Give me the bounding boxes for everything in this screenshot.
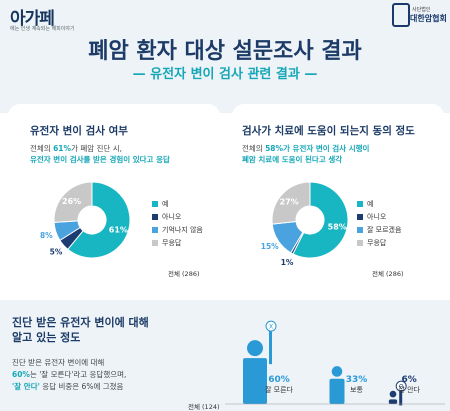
legend-label: 무응답 <box>367 238 387 247</box>
legend-swatch <box>152 200 158 207</box>
person-category-label: 잘 모른다 <box>265 385 294 394</box>
panel-2-desc-pre: 전체의 <box>242 144 266 153</box>
person-category-label: 잘 안다 <box>398 385 420 394</box>
pie-label-3: 27% <box>280 197 299 206</box>
pie-label-2: 8% <box>40 231 53 240</box>
legend-label: 기억나지 않음 <box>162 225 203 234</box>
person-figure-0: X <box>243 320 277 404</box>
pie-slice-3 <box>271 181 311 225</box>
panel-1-total: 전체 (286) <box>168 270 200 278</box>
legend-item: 아니오 <box>152 210 203 223</box>
pie-label-0: 61% <box>109 225 128 234</box>
legend-item: 무응답 <box>152 236 203 249</box>
page-title: 폐암 환자 대상 설문조사 결과 <box>88 39 362 64</box>
pie-label-0: 58% <box>328 222 347 231</box>
legend-swatch <box>152 226 158 233</box>
bottom-desc: 진단 받은 유전자 변이에 대해 60%는 '잘 모른다'라고 응답했으며, '… <box>12 357 126 393</box>
panel-2-desc-mid: 가 유전자 변이 검사 시행이 <box>283 144 370 153</box>
panel-2-desc-line2: 폐암 치료에 도움이 된다고 생각 <box>242 155 343 164</box>
person-category-label: 보통 <box>350 386 363 394</box>
person-bar <box>243 358 267 404</box>
legend-item: 예 <box>152 197 203 210</box>
panel-2-desc: 전체의 58%가 유전자 변이 검사 시행이 폐암 치료에 도움이 된다고 생각 <box>242 143 442 165</box>
panel-1-title: 유전자 변이 검사 여부 <box>30 125 128 137</box>
association-name: 대한암협회 <box>410 14 447 23</box>
person-bar <box>329 378 345 404</box>
panel-2-total: 전체 (286) <box>372 270 404 278</box>
panel-1-desc-pct: 61% <box>53 144 72 153</box>
pie-slice-0 <box>292 181 349 259</box>
legend-swatch <box>357 213 363 220</box>
legend-item: 아니오 <box>357 210 401 223</box>
bottom-desc-line2: 는 '잘 모른다'라고 응답했으며, <box>29 370 127 379</box>
panel-2-desc-pct: 58% <box>265 144 284 153</box>
legend-swatch <box>357 200 363 207</box>
person-figure-2: O <box>388 380 407 406</box>
bottom-desc-pct: 60% <box>12 370 30 379</box>
legend-item: 기억나지 않음 <box>152 223 203 236</box>
legend-item: 잘 모르겠음 <box>357 223 401 236</box>
legend-label: 무응답 <box>162 238 182 247</box>
legend-label: 아니오 <box>162 212 182 221</box>
bottom-band <box>0 300 450 411</box>
pie-chart-treatment-helpful: 58% 1%15% 27% <box>261 181 349 267</box>
association-type: 사단법인 <box>412 7 431 13</box>
people-bar-chart: X 60%잘 모른다 33%보통 O6%잘 안다 <box>225 320 445 406</box>
person-pct-label: 6% <box>402 375 417 385</box>
legend-swatch <box>152 239 158 246</box>
legend-item: 예 <box>357 197 401 210</box>
header-band <box>0 0 450 113</box>
person-figure-1 <box>329 366 345 404</box>
panel-1-desc-mid: 가 폐암 진단 시, <box>71 144 122 153</box>
legend-label: 예 <box>367 199 374 208</box>
bottom-title-line1: 진단 받은 유전자 변이에 대해 <box>12 316 149 329</box>
bottom-title: 진단 받은 유전자 변이에 대해 알고 있는 정도 <box>12 315 149 345</box>
person-bar <box>388 399 398 404</box>
bottom-desc-line1: 진단 받은 유전자 변이에 대해 <box>12 358 105 367</box>
legend-item: 무응답 <box>357 236 401 249</box>
pie-label-1: 1% <box>281 258 294 267</box>
panel-1-desc-pre: 전체의 <box>30 144 54 153</box>
legend-swatch <box>152 213 158 220</box>
person-pct-label: 60% <box>268 375 290 385</box>
panel-2-title: 검사가 치료에 도움이 되는지 동의 정도 <box>242 125 415 137</box>
bottom-desc-line3: 응답 비중은 6%에 그쳤음 <box>39 382 124 391</box>
legend-swatch <box>357 239 363 246</box>
bottom-desc-quote: '잘 안다' <box>12 382 40 391</box>
pie-label-2: 15% <box>261 242 279 251</box>
bottom-title-line2: 알고 있는 정도 <box>12 331 81 344</box>
pie-label-3: 26% <box>62 197 81 206</box>
person-pct-label: 33% <box>346 375 368 385</box>
page-subtitle: — 유전자 변이 검사 관련 결과 — <box>132 67 318 82</box>
brand-logo-subtitle: 에는 인생 계속되는 해피이야기 <box>10 26 75 32</box>
svg-text:X: X <box>269 324 273 331</box>
panel-1-desc: 전체의 61%가 폐암 진단 시, 유전자 변이 검사를 받은 경험이 있다고 … <box>30 143 220 165</box>
pie-slice-0 <box>67 181 131 259</box>
legend-swatch <box>357 226 363 233</box>
svg-text:O: O <box>399 384 404 391</box>
pie-chart-test-status: 61% 5% 8% 26% <box>40 181 131 259</box>
association-logo-icon <box>392 3 410 27</box>
brand-logo: 아가페 <box>10 9 55 29</box>
pie-label-1: 5% <box>50 248 63 257</box>
legend-label: 아니오 <box>367 212 387 221</box>
pie-slice-3 <box>53 181 93 223</box>
legend-label: 예 <box>162 199 169 208</box>
bottom-total: 전체 (124) <box>188 403 220 411</box>
legend-label: 잘 모르겠음 <box>367 225 402 234</box>
panel-1-desc-line2: 유전자 변이 검사를 받은 경험이 있다고 응답 <box>30 155 170 164</box>
